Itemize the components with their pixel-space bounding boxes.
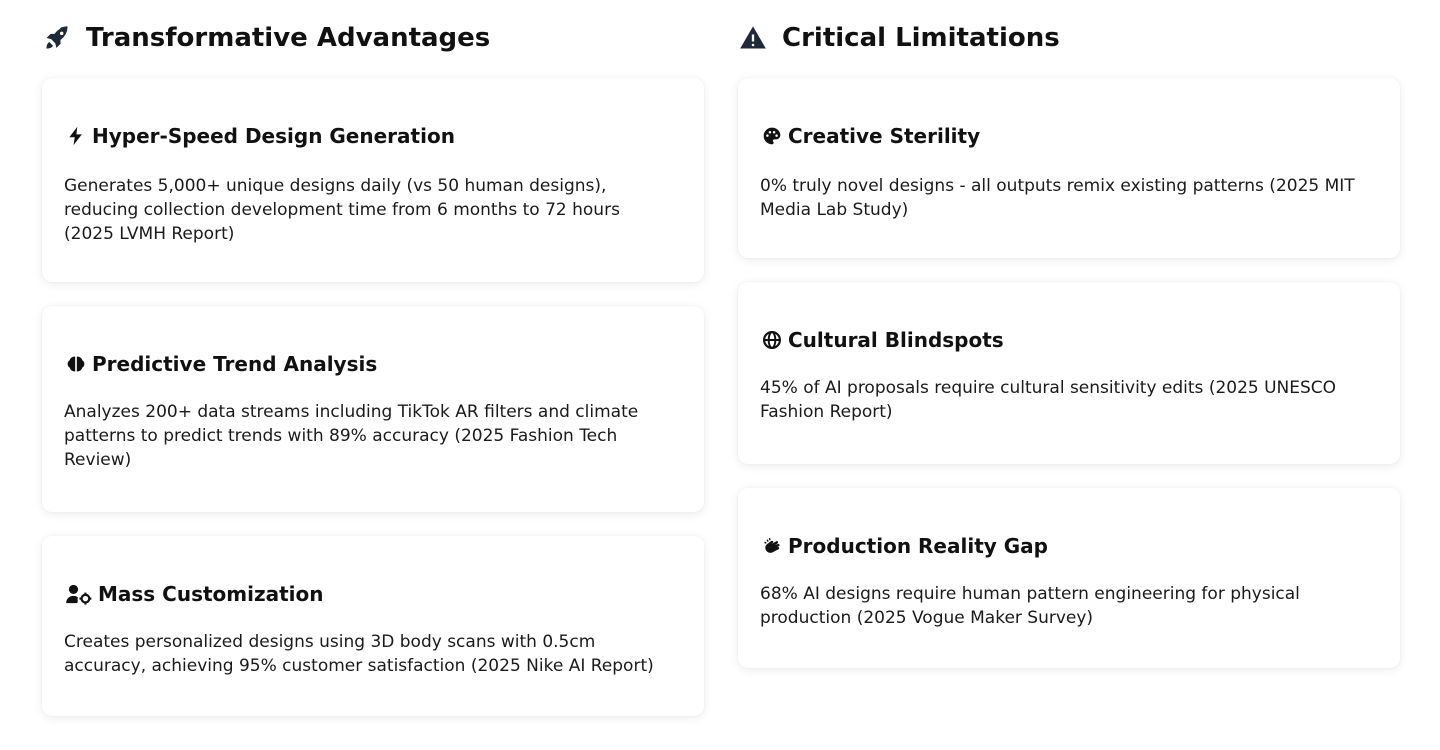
advantage-card: Hyper-Speed Design Generation Generates … [42,78,704,282]
limitation-description: 45% of AI proposals require cultural sen… [760,378,1337,422]
hands-icon [760,534,784,558]
advantage-description: Generates 5,000+ unique designs daily (v… [64,176,620,244]
advantage-description: Analyzes 200+ data streams including Tik… [64,402,639,470]
limitation-description: 68% AI designs require human pattern eng… [760,584,1300,628]
limitation-title-text: Cultural Blindspots [788,328,1004,352]
advantage-card-title: Mass Customization [64,580,324,608]
advantages-title: Transformative Advantages [86,23,491,53]
advantage-title-text: Mass Customization [98,582,324,606]
advantage-card-title: Hyper-Speed Design Generation [64,122,455,150]
rocket-icon [42,23,72,53]
limitation-card-title: Creative Sterility [760,122,980,150]
limitation-card-title: Production Reality Gap [760,532,1048,560]
limitations-title: Critical Limitations [782,23,1060,53]
advantage-description: Creates personalized designs using 3D bo… [64,632,654,676]
advantage-card-title: Predictive Trend Analysis [64,350,377,378]
advantages-heading: Transformative Advantages [42,20,490,56]
limitation-card: Production Reality Gap 68% AI designs re… [738,488,1400,668]
brain-icon [64,352,88,376]
limitations-heading: Critical Limitations [738,20,1060,56]
advantage-title-text: Predictive Trend Analysis [92,352,378,376]
limitation-description: 0% truly novel designs - all outputs rem… [760,176,1355,220]
advantage-card: Predictive Trend Analysis Analyzes 200+ … [42,306,704,512]
limitation-title-text: Production Reality Gap [788,534,1048,558]
advantage-title-text: Hyper-Speed Design Generation [92,124,455,148]
warning-icon [738,23,768,53]
advantage-card: Mass Customization Creates personalized … [42,536,704,716]
limitation-title-text: Creative Sterility [788,124,981,148]
user-gear-icon [64,582,94,606]
limitation-card: Creative Sterility 0% truly novel design… [738,78,1400,258]
globe-icon [760,328,784,352]
palette-icon [760,124,784,148]
limitation-card-title: Cultural Blindspots [760,326,1004,354]
bolt-icon [64,124,88,148]
limitation-card: Cultural Blindspots 45% of AI proposals … [738,282,1400,464]
